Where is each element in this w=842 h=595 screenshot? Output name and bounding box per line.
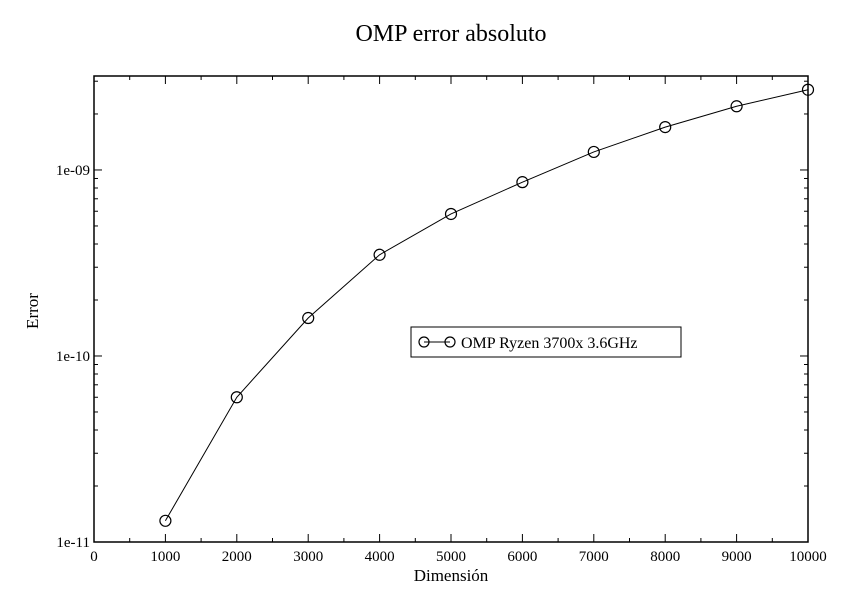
- legend: OMP Ryzen 3700x 3.6GHz: [410, 326, 682, 358]
- x-tick-label: 0: [90, 549, 98, 565]
- data-point: [444, 207, 458, 221]
- data-point: [230, 391, 243, 404]
- data-point: [730, 100, 743, 113]
- x-tick-label: 10000: [789, 549, 827, 565]
- series-line: [164, 89, 809, 522]
- x-tick-label: 5000: [436, 549, 466, 565]
- plot-frame: [93, 75, 809, 543]
- x-tick-label: 7000: [579, 549, 609, 565]
- y-axis-label: Error: [23, 293, 42, 329]
- data-point: [801, 83, 815, 96]
- x-tick-label: 9000: [722, 549, 752, 565]
- y-tick-label: 1e-11: [56, 535, 90, 551]
- data-point: [159, 514, 172, 527]
- data-point: [659, 120, 672, 134]
- y-tick-label: 1e-10: [56, 349, 90, 365]
- x-tick-label: 2000: [222, 549, 252, 565]
- data-point: [587, 145, 600, 159]
- legend-label: OMP Ryzen 3700x 3.6GHz: [461, 335, 638, 352]
- data-point: [373, 248, 386, 261]
- data-point: [516, 176, 529, 189]
- legend-marker: [418, 336, 430, 348]
- y-tick-label: 1e-09: [56, 163, 90, 179]
- x-tick-label: 1000: [150, 549, 180, 565]
- x-tick-label: 3000: [293, 549, 323, 565]
- chart-title: OMP error absoluto: [355, 21, 546, 47]
- x-tick-label: 6000: [507, 549, 537, 565]
- x-tick-label: 8000: [650, 549, 680, 565]
- legend-marker: [444, 336, 456, 348]
- ticks-layer: 0 1000 2000 3000 4000 5000 6000 7000 8000 9000 100…: [56, 76, 827, 565]
- data-point: [302, 311, 315, 325]
- x-axis-label: Dimensión: [414, 566, 489, 585]
- series-layer: [159, 83, 815, 527]
- x-tick-label: 4000: [365, 549, 395, 565]
- legend-box: [410, 326, 682, 358]
